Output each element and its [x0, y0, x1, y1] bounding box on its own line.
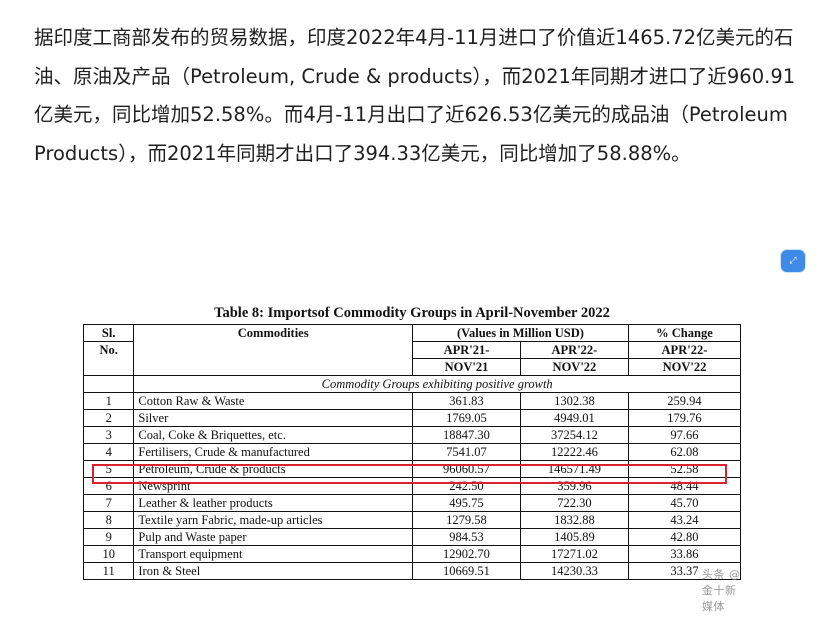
- row-value-2022: 146571.49: [519, 460, 629, 478]
- row-commodity: Cotton Raw & Waste: [133, 392, 413, 410]
- row-pct-change: 48.44: [627, 477, 742, 495]
- row-value-2022: 4949.01: [519, 409, 629, 427]
- header-col3: APR'22-: [627, 341, 742, 359]
- row-sl: 9: [82, 528, 135, 546]
- row-value-2021: 1769.05: [412, 409, 521, 427]
- row-value-2021: 12902.70: [412, 545, 521, 563]
- group-sl-cell: [82, 375, 135, 393]
- row-sl: 7: [82, 494, 135, 512]
- row-sl: 1: [82, 392, 135, 410]
- table-row: 2 Silver 1769.05 4949.01 179.76: [82, 409, 742, 427]
- table-row: 11 Iron & Steel 10669.51 14230.33 33.37: [82, 562, 742, 580]
- header-col2b: NOV'22: [519, 358, 629, 376]
- row-sl: 3: [82, 426, 135, 444]
- row-commodity: Transport equipment: [133, 545, 413, 563]
- table-row: 8 Textile yarn Fabric, made-up articles 12…: [82, 511, 742, 529]
- article-text: 据印度工商部发布的贸易数据，印度2022年4月-11月进口了价值近1465.72…: [34, 26, 796, 165]
- table-row: 10 Transport equipment 12902.70 17271.02 33.…: [82, 545, 742, 563]
- row-pct-change: 52.58: [627, 460, 742, 478]
- row-value-2022: 1302.38: [519, 392, 629, 410]
- row-value-2022: 37254.12: [519, 426, 629, 444]
- zoom-badge-icon[interactable]: ⤢: [781, 250, 805, 272]
- table-row: 7 Leather & leather products 495.75 722.30 4…: [82, 494, 742, 512]
- row-value-2022: 722.30: [519, 494, 629, 512]
- article-paragraph: 据印度工商部发布的贸易数据，印度2022年4月-11月进口了价值近1465.72…: [34, 19, 814, 173]
- group-label: Commodity Groups exhibiting positive gro…: [133, 375, 741, 393]
- row-value-2022: 359.96: [519, 477, 629, 495]
- row-commodity: Textile yarn Fabric, made-up articles: [133, 511, 413, 529]
- row-commodity: Fertilisers, Crude & manufactured: [133, 443, 413, 461]
- row-value-2022: 17271.02: [519, 545, 629, 563]
- table-row: 1 Cotton Raw & Waste 361.83 1302.38 259.94: [82, 392, 742, 410]
- row-sl: 4: [82, 443, 135, 461]
- row-pct-change: 179.76: [627, 409, 742, 427]
- row-pct-change: 45.70: [627, 494, 742, 512]
- row-sl: 11: [82, 562, 135, 580]
- header-no: No.: [82, 341, 135, 376]
- header-commodities: Commodities: [133, 324, 413, 376]
- row-sl: 2: [82, 409, 135, 427]
- table-subheader-row: No. APR'21- APR'22- APR'22-: [82, 341, 742, 376]
- row-value-2022: 14230.33: [519, 562, 629, 580]
- header-col1: APR'21-: [412, 341, 521, 359]
- row-value-2021: 495.75: [412, 494, 521, 512]
- group-row: Commodity Groups exhibiting positive gro…: [82, 375, 741, 393]
- watermark: 头条 @金十新媒体: [702, 568, 741, 613]
- row-value-2021: 10669.51: [412, 562, 521, 580]
- header-col2: APR'22-: [519, 341, 629, 359]
- row-sl: 10: [82, 545, 135, 563]
- table-row: 3 Coal, Coke & Briquettes, etc. 18847.30 37…: [82, 426, 742, 444]
- row-commodity: Newsprint: [133, 477, 413, 495]
- row-pct-change: 42.80: [627, 528, 742, 546]
- header-values-group: (Values in Million USD): [412, 324, 629, 342]
- row-pct-change: 43.24: [627, 511, 742, 529]
- row-sl: 5: [82, 460, 135, 478]
- row-pct-change: 33.37: [627, 562, 742, 580]
- row-value-2021: 984.53: [412, 528, 521, 546]
- row-commodity: Leather & leather products: [133, 494, 413, 512]
- table-figure: Table 8: Importsof Commodity Groups in A…: [80, 300, 744, 613]
- row-pct-change: 33.86: [627, 545, 742, 563]
- header-sl: Sl.: [82, 324, 135, 342]
- row-pct-change: 97.66: [627, 426, 742, 444]
- table-title: Table 8: Importsof Commodity Groups in A…: [214, 305, 610, 321]
- header-col3b: NOV'22: [627, 358, 742, 376]
- row-value-2022: 1405.89: [519, 528, 629, 546]
- row-commodity: Pulp and Waste paper: [133, 528, 413, 546]
- row-pct-change: 62.08: [627, 443, 742, 461]
- table-row: 6 Newsprint 242.50 359.96 48.44: [82, 477, 742, 495]
- row-value-2021: 242.50: [412, 477, 521, 495]
- row-commodity: Iron & Steel: [133, 562, 413, 580]
- row-sl: 8: [82, 511, 135, 529]
- table-row: 5 Petroleum, Crude & products 96060.57 1465…: [82, 460, 742, 478]
- row-value-2022: 1832.88: [519, 511, 629, 529]
- row-commodity: Silver: [133, 409, 413, 427]
- row-value-2021: 361.83: [412, 392, 521, 410]
- row-value-2021: 1279.58: [412, 511, 521, 529]
- table-row: 4 Fertilisers, Crude & manufactured 7541.0…: [82, 443, 742, 461]
- header-change-group: % Change: [627, 324, 742, 342]
- row-value-2021: 7541.07: [412, 443, 521, 461]
- row-commodity: Coal, Coke & Briquettes, etc.: [133, 426, 413, 444]
- imports-table: Sl. Commodities (Values in Million USD) …: [82, 324, 742, 580]
- row-commodity: Petroleum, Crude & products: [133, 460, 413, 478]
- row-value-2021: 18847.30: [412, 426, 521, 444]
- row-value-2021: 96060.57: [412, 460, 521, 478]
- header-col1b: NOV'21: [412, 358, 521, 376]
- row-sl: 6: [82, 477, 135, 495]
- table-row: 9 Pulp and Waste paper 984.53 1405.89 42.80: [82, 528, 742, 546]
- row-pct-change: 259.94: [627, 392, 742, 410]
- row-value-2022: 12222.46: [519, 443, 629, 461]
- table-header-row: Sl. Commodities (Values in Million USD) …: [82, 324, 742, 376]
